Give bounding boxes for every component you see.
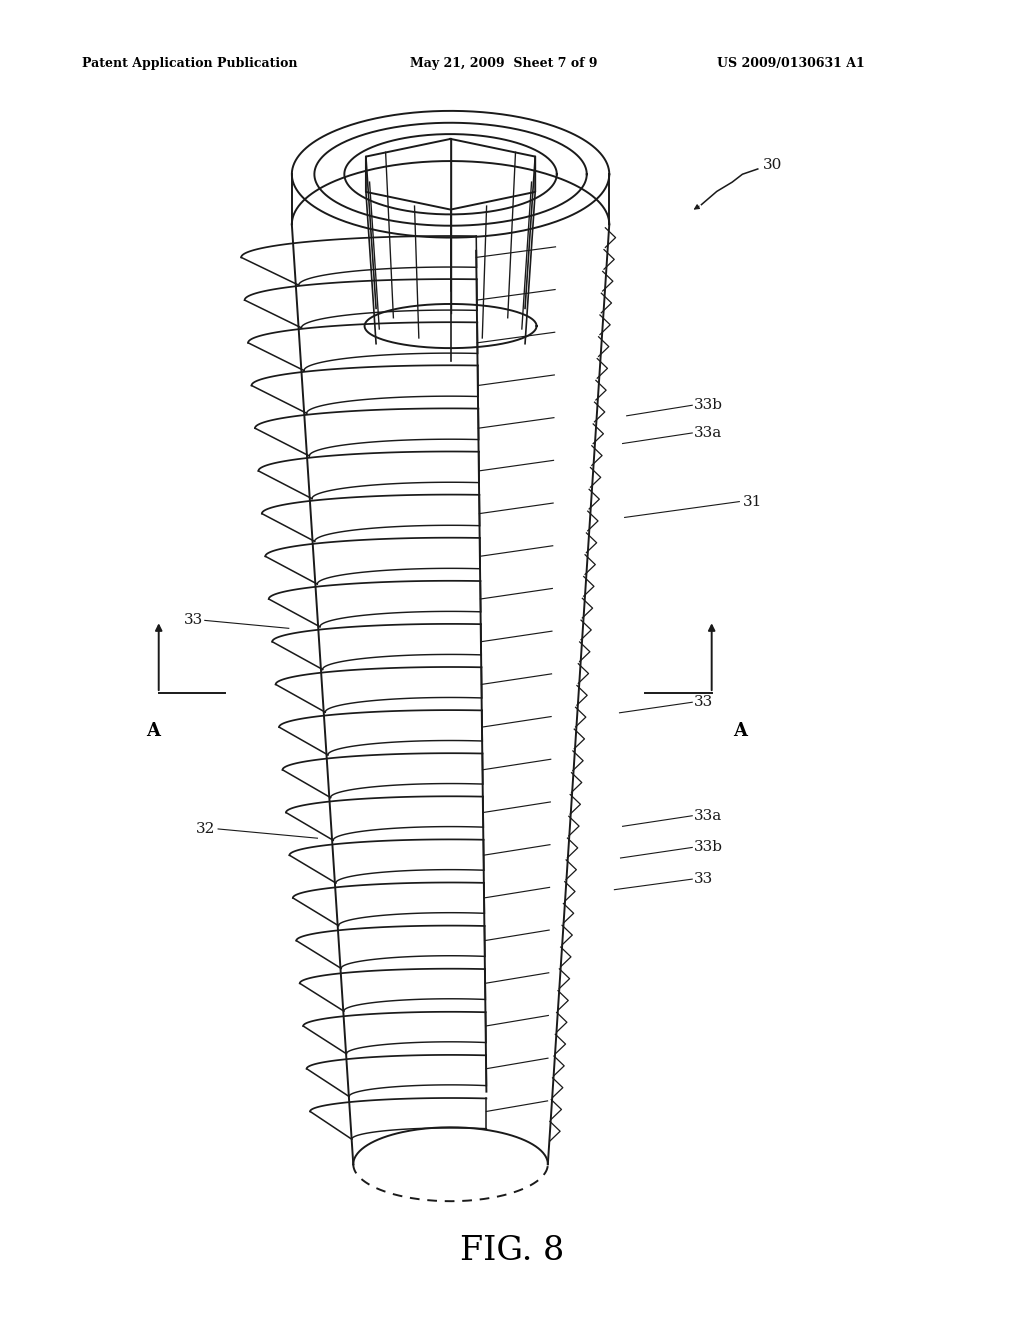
Text: 30: 30 [763,158,782,172]
Text: 33a: 33a [694,426,723,440]
Text: 33b: 33b [694,841,723,854]
Text: 33: 33 [694,696,714,709]
Text: Patent Application Publication: Patent Application Publication [82,57,297,70]
Text: 32: 32 [196,822,215,836]
Text: US 2009/0130631 A1: US 2009/0130631 A1 [717,57,864,70]
Text: 33b: 33b [694,399,723,412]
Text: A: A [733,722,748,741]
Text: A: A [146,722,161,741]
Text: FIG. 8: FIG. 8 [460,1236,564,1267]
Text: May 21, 2009  Sheet 7 of 9: May 21, 2009 Sheet 7 of 9 [410,57,597,70]
Text: 33: 33 [183,614,203,627]
Text: 31: 31 [742,495,762,508]
Text: 33: 33 [694,873,714,886]
Text: 33a: 33a [694,809,723,822]
